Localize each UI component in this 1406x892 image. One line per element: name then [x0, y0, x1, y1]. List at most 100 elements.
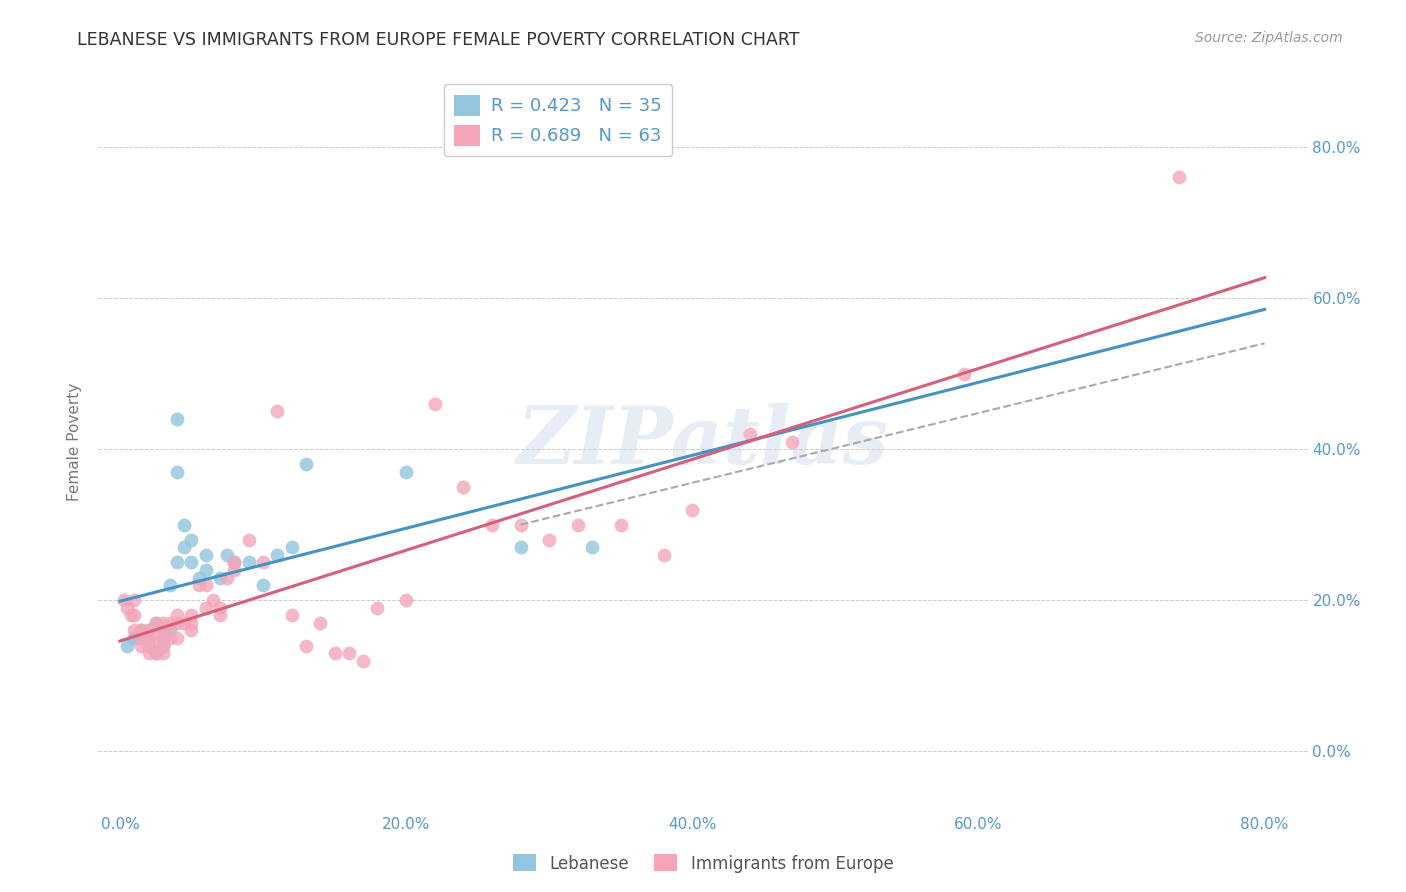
Point	[782, 434, 804, 449]
Point	[138, 631, 160, 645]
Point	[224, 563, 246, 577]
Point	[738, 427, 761, 442]
Point	[138, 639, 160, 653]
Point	[280, 608, 302, 623]
Point	[166, 631, 188, 645]
Point	[152, 631, 174, 645]
Point	[122, 631, 145, 645]
Point	[953, 367, 976, 381]
Point	[509, 517, 531, 532]
Point	[323, 646, 346, 660]
Text: LEBANESE VS IMMIGRANTS FROM EUROPE FEMALE POVERTY CORRELATION CHART: LEBANESE VS IMMIGRANTS FROM EUROPE FEMAL…	[77, 31, 800, 49]
Point	[166, 615, 188, 630]
Point	[173, 517, 195, 532]
Point	[122, 631, 145, 645]
Point	[122, 608, 145, 623]
Point	[138, 646, 160, 660]
Point	[138, 624, 160, 638]
Point	[201, 593, 224, 607]
Point	[166, 608, 188, 623]
Point	[166, 465, 188, 479]
Point	[138, 624, 160, 638]
Point	[194, 578, 217, 592]
Point	[145, 631, 167, 645]
Point	[159, 624, 181, 638]
Text: ZIPatlas: ZIPatlas	[517, 403, 889, 480]
Point	[194, 563, 217, 577]
Point	[252, 556, 274, 570]
Y-axis label: Female Poverty: Female Poverty	[67, 383, 83, 500]
Point	[180, 624, 202, 638]
Point	[1167, 170, 1189, 185]
Point	[266, 404, 288, 418]
Point	[187, 570, 209, 584]
Point	[194, 600, 217, 615]
Point	[217, 570, 239, 584]
Point	[152, 639, 174, 653]
Point	[652, 548, 675, 562]
Point	[180, 608, 202, 623]
Point	[209, 570, 232, 584]
Point	[609, 517, 631, 532]
Point	[166, 412, 188, 426]
Point	[238, 533, 260, 547]
Point	[166, 556, 188, 570]
Point	[131, 631, 153, 645]
Point	[122, 624, 145, 638]
Legend: R = 0.423   N = 35, R = 0.689   N = 63: R = 0.423 N = 35, R = 0.689 N = 63	[444, 84, 672, 156]
Point	[209, 608, 232, 623]
Point	[115, 600, 138, 615]
Point	[366, 600, 388, 615]
Point	[252, 578, 274, 592]
Point	[173, 541, 195, 555]
Point	[152, 631, 174, 645]
Point	[180, 533, 202, 547]
Point	[131, 639, 153, 653]
Point	[681, 502, 703, 516]
Point	[266, 548, 288, 562]
Point	[152, 646, 174, 660]
Legend: Lebanese, Immigrants from Europe: Lebanese, Immigrants from Europe	[506, 847, 900, 880]
Point	[538, 533, 561, 547]
Point	[120, 608, 142, 623]
Point	[112, 593, 135, 607]
Point	[224, 556, 246, 570]
Point	[187, 578, 209, 592]
Point	[481, 517, 503, 532]
Point	[145, 646, 167, 660]
Point	[295, 639, 318, 653]
Point	[453, 480, 475, 494]
Point	[567, 517, 589, 532]
Point	[395, 465, 418, 479]
Point	[509, 541, 531, 555]
Point	[152, 624, 174, 638]
Point	[337, 646, 360, 660]
Point	[159, 615, 181, 630]
Point	[173, 615, 195, 630]
Point	[209, 600, 232, 615]
Point	[145, 646, 167, 660]
Point	[131, 624, 153, 638]
Point	[159, 631, 181, 645]
Point	[309, 615, 332, 630]
Point	[122, 593, 145, 607]
Point	[152, 639, 174, 653]
Point	[352, 654, 374, 668]
Point	[145, 615, 167, 630]
Point	[238, 556, 260, 570]
Point	[224, 556, 246, 570]
Point	[194, 548, 217, 562]
Point	[217, 548, 239, 562]
Point	[295, 457, 318, 471]
Text: Source: ZipAtlas.com: Source: ZipAtlas.com	[1195, 31, 1343, 45]
Point	[180, 615, 202, 630]
Point	[115, 639, 138, 653]
Point	[395, 593, 418, 607]
Point	[138, 631, 160, 645]
Point	[159, 578, 181, 592]
Point	[423, 397, 446, 411]
Point	[581, 541, 603, 555]
Point	[180, 556, 202, 570]
Point	[152, 615, 174, 630]
Point	[131, 624, 153, 638]
